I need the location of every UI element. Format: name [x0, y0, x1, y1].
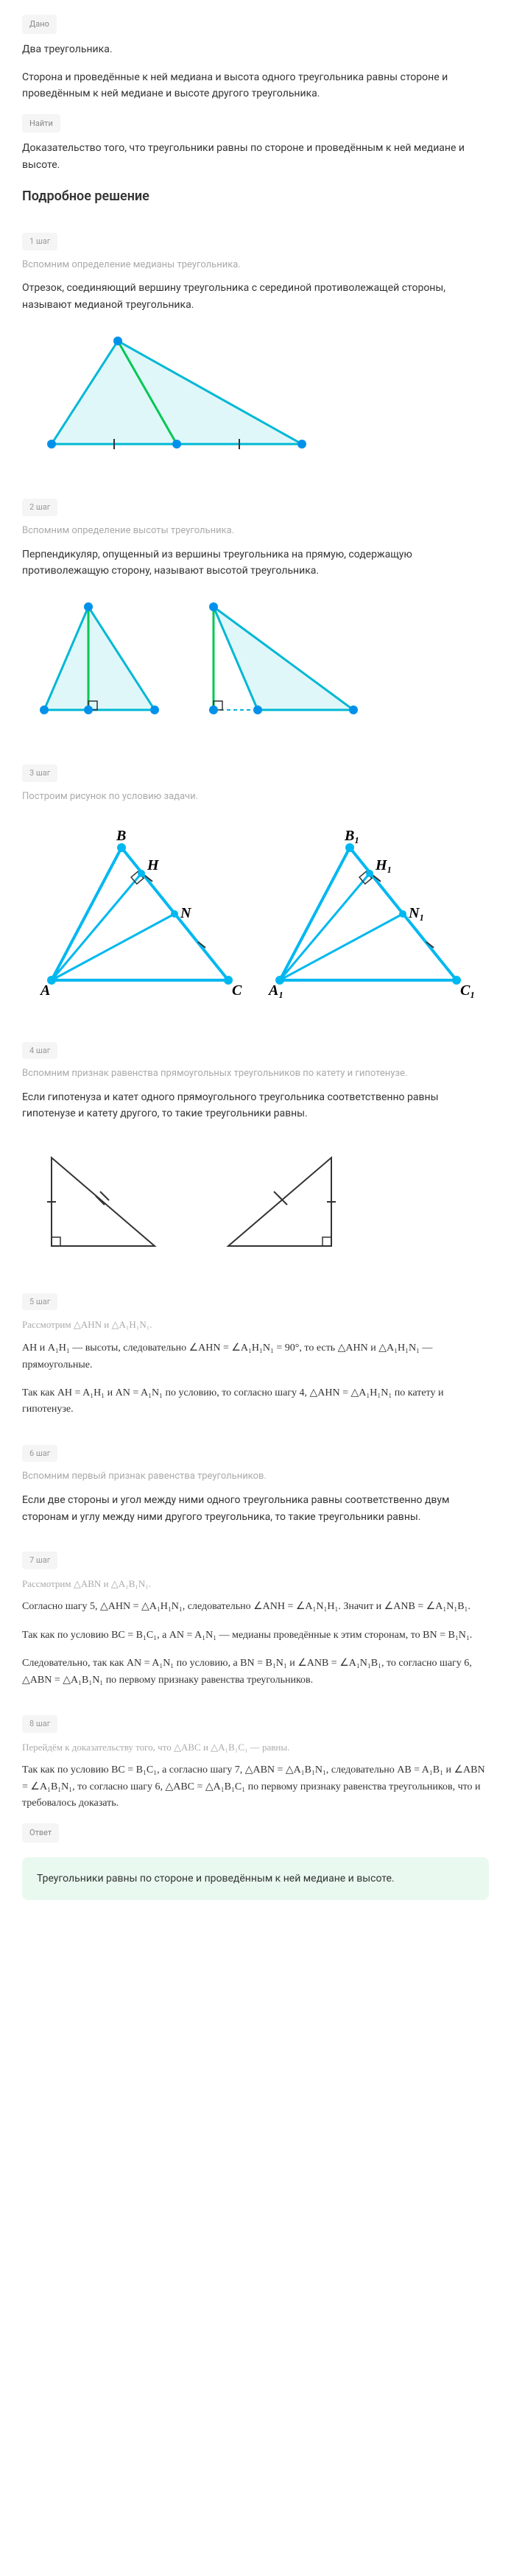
step6-text: Если две стороны и угол между ними одног…: [22, 1492, 489, 1525]
step7-p1: Согласно шагу 5, △AHN = △A₁H₁N₁, следова…: [22, 1599, 489, 1615]
step7-p3: Следовательно, так как AN = A₁N₁ по усло…: [22, 1655, 489, 1689]
step2-text: Перпендикуляр, опущенный из вершины треу…: [22, 546, 489, 580]
step4-text: Если гипотенуза и катет одного прямоугол…: [22, 1089, 489, 1122]
answer-text: Треугольники равны по стороне и проведён…: [37, 1873, 395, 1885]
step6-muted: Вспомним первый признак равенства треуго…: [22, 1469, 489, 1485]
find-label: Найти: [22, 114, 60, 133]
step1-muted: Вспомним определение медианы треугольник…: [22, 258, 489, 273]
label-A: A: [39, 982, 50, 999]
label-B1: B₁: [344, 828, 359, 844]
figure-median: [22, 326, 489, 466]
label-N: N: [180, 905, 192, 921]
figure-right-triangles: [22, 1136, 489, 1261]
find-p1: Доказательство того, что треугольники ра…: [22, 140, 489, 173]
given-label: Дано: [22, 15, 57, 34]
step5-p2: Так как AH = A₁H₁ и AN = A₁N₁ по условию…: [22, 1385, 489, 1418]
figure-two-triangles: A B C H N A₁ B₁ C₁ H₁ N₁: [22, 818, 489, 1010]
label-A1: A₁: [267, 982, 283, 999]
step3-muted: Построим рисунок по условию задачи.: [22, 789, 489, 805]
step4-label: 4 шаг: [22, 1042, 57, 1060]
label-H1: H₁: [375, 857, 392, 873]
step1-text: Отрезок, соединяющий вершину треугольник…: [22, 280, 489, 313]
label-B: B: [116, 828, 126, 844]
step5-p1: AH и A₁H₁ — высоты, следовательно ∠AHN =…: [22, 1340, 489, 1373]
step2-muted: Вспомним определение высоты треугольника…: [22, 524, 489, 539]
label-C1: C₁: [460, 982, 475, 999]
step7-p2: Так как по условию BC = B₁C₁, а AN = A₁N…: [22, 1627, 489, 1644]
label-N1: N₁: [408, 905, 424, 921]
step3-label: 3 шаг: [22, 764, 57, 782]
step8-muted: Перейдём к доказательству того, что △ABC…: [22, 1740, 489, 1756]
step4-muted: Вспомним признак равенства прямоугольных…: [22, 1066, 489, 1082]
step7-label: 7 шаг: [22, 1552, 57, 1569]
step8-label: 8 шаг: [22, 1715, 57, 1733]
step6-label: 6 шаг: [22, 1445, 57, 1463]
step1-label: 1 шаг: [22, 233, 57, 250]
step5-label: 5 шаг: [22, 1293, 57, 1311]
step2-label: 2 шаг: [22, 499, 57, 516]
answer-box: Треугольники равны по стороне и проведён…: [22, 1857, 489, 1900]
label-H: H: [147, 857, 160, 873]
step5-muted: Рассмотрим △AHN и △A₁H₁N₁.: [22, 1317, 489, 1333]
given-p1: Два треугольника.: [22, 41, 489, 57]
solution-heading: Подробное решение: [22, 186, 489, 208]
step7-muted: Рассмотрим △ABN и △A₁B₁N₁.: [22, 1577, 489, 1592]
answer-label: Ответ: [22, 1823, 59, 1843]
step8-text: Так как по условию BC = B₁C₁, а согласно…: [22, 1762, 489, 1812]
label-C: C: [232, 982, 242, 999]
given-p2: Сторона и проведённые к ней медиана и вы…: [22, 69, 489, 102]
figure-height: [22, 592, 489, 732]
